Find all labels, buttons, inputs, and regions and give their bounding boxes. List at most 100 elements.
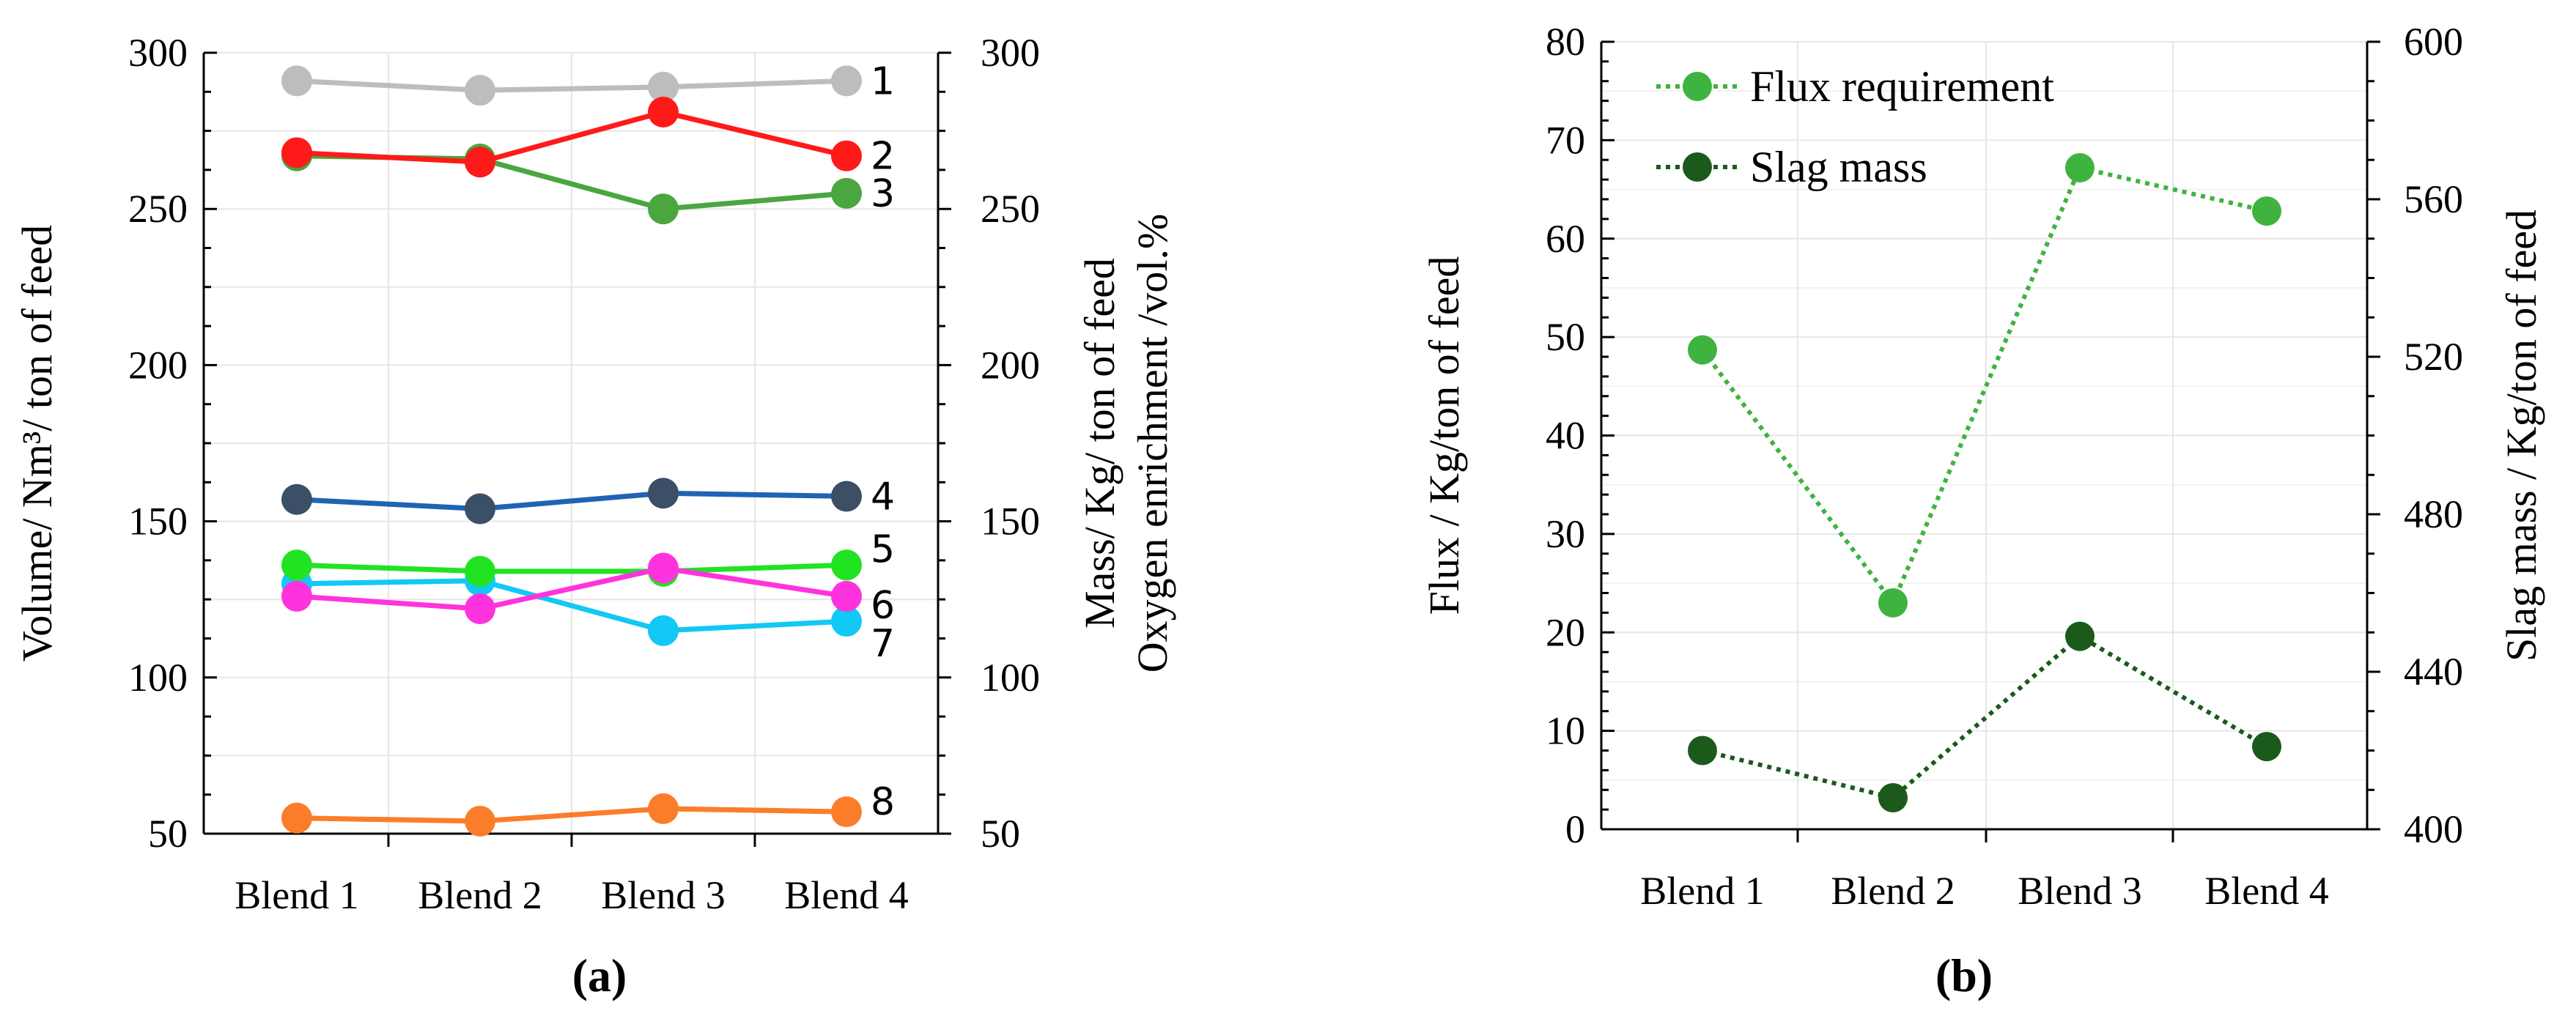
data-point-series-4 [648, 478, 679, 509]
y-tick-label-left: 20 [1546, 610, 1585, 654]
x-tick-label: Blend 1 [1640, 869, 1765, 913]
data-point-series-7 [831, 606, 862, 637]
data-point-series-8 [281, 802, 312, 834]
y-axis-label-right: Slag mass / Kg/ton of feed [2498, 210, 2545, 662]
y-tick-label-left: 0 [1565, 807, 1585, 851]
data-point-flux [1688, 335, 1717, 365]
data-point-series-8 [465, 805, 495, 837]
data-point-series-7 [648, 615, 679, 646]
y-tick-label-left: 100 [128, 656, 188, 700]
series-label-6: 6 [871, 584, 895, 628]
data-point-series-5 [831, 549, 862, 581]
data-point-series-8 [831, 796, 862, 828]
y-tick-label-left: 200 [128, 343, 188, 387]
series-label-4: 4 [871, 475, 895, 519]
data-point-flux [2252, 196, 2281, 226]
series-line-7 [296, 578, 847, 634]
y-tick-label-left: 250 [128, 187, 188, 231]
data-point-series-1 [831, 65, 862, 97]
caption-a: (a) [572, 949, 627, 1001]
y-tick-label-right: 150 [981, 500, 1040, 544]
x-tick-label: Blend 1 [235, 873, 359, 917]
chart-a: 50 50 100 100 150 150 200 200 250 250 300 300 Blend … [13, 31, 1176, 1001]
data-point-flux [2065, 153, 2095, 182]
y-axis-label-left: Volume/ Nm³/ ton of feed [13, 225, 61, 662]
data-point-series-3 [831, 177, 862, 209]
series-line-5 [296, 562, 847, 574]
data-point-series-4 [831, 481, 862, 512]
data-point-series-5 [465, 555, 495, 587]
series-line-slag [1702, 633, 2268, 801]
series-label-5: 5 [871, 527, 895, 571]
y-tick-label-left: 60 [1546, 217, 1585, 261]
y-tick-label-left: 10 [1546, 709, 1585, 753]
x-tick-label: Blend 4 [2204, 869, 2329, 913]
data-point-series-2 [648, 97, 679, 128]
series-label-1: 1 [871, 59, 895, 103]
y-tick-label-left: 50 [1546, 315, 1585, 359]
data-point-series-1 [281, 65, 312, 97]
data-point-series-6 [831, 580, 862, 612]
y-tick-label-right: 300 [981, 31, 1040, 75]
series-line-1 [296, 78, 847, 93]
y-tick-label-left: 300 [128, 31, 188, 75]
y-tick-label-left: 80 [1546, 20, 1585, 64]
y-tick-label-right: 250 [981, 187, 1040, 231]
x-tick-label: Blend 3 [2018, 869, 2142, 913]
y-tick-label-right: 440 [2404, 650, 2463, 694]
x-tick-label: Blend 4 [784, 873, 909, 917]
data-point-series-6 [648, 552, 679, 584]
data-point-series-1 [465, 75, 495, 106]
y-axis-label-right-1: Mass/ Kg/ ton of feed [1076, 258, 1123, 629]
data-point-series-4 [281, 483, 312, 515]
y-axis-label-left: Flux / Kg/ton of feed [1420, 256, 1468, 615]
series-line-6 [296, 566, 847, 612]
data-point-series-8 [648, 793, 679, 824]
x-tick-label: Blend 2 [1831, 869, 1955, 913]
y-tick-label-right: 400 [2404, 807, 2463, 851]
data-point-series-2 [281, 137, 312, 168]
data-point-series-2 [831, 140, 862, 171]
y-tick-label-right: 520 [2404, 335, 2463, 379]
data-point-slag [1878, 783, 1908, 812]
data-point-series-6 [465, 593, 495, 624]
data-point-series-5 [281, 549, 312, 581]
series-label-7: 7 [871, 622, 895, 666]
series-line-4 [296, 490, 847, 512]
legend-marker [1683, 72, 1712, 101]
data-point-series-6 [281, 580, 312, 612]
y-tick-label-left: 50 [148, 812, 188, 856]
caption-b: (b) [1935, 949, 1993, 1001]
x-tick-label: Blend 3 [601, 873, 726, 917]
legend-marker [1683, 152, 1712, 182]
series-line-flux [1700, 165, 2267, 607]
y-tick-label-right: 600 [2404, 20, 2463, 64]
y-tick-label-right: 50 [981, 812, 1020, 856]
data-point-series-3 [648, 193, 679, 225]
data-point-series-1 [648, 71, 679, 103]
series-label-8: 8 [871, 780, 895, 824]
y-tick-label-right: 480 [2404, 492, 2463, 536]
y-tick-label-left: 70 [1546, 118, 1585, 162]
y-tick-label-right: 560 [2404, 177, 2463, 221]
data-point-slag [2252, 732, 2281, 762]
data-point-series-4 [465, 493, 495, 525]
series-label-3: 3 [871, 172, 895, 216]
legend-label: Flux requirement [1750, 62, 2054, 111]
series-line-2 [296, 109, 847, 165]
y-tick-label-left: 40 [1546, 414, 1585, 458]
x-tick-label: Blend 2 [418, 873, 542, 917]
legend-label: Slag mass [1750, 143, 1927, 191]
y-tick-label-left: 30 [1546, 512, 1585, 556]
y-tick-label-right: 100 [981, 656, 1040, 700]
data-point-series-2 [465, 147, 495, 178]
series-label-2: 2 [871, 135, 895, 179]
chart-b: 0 10 20 30 40 50 60 70 80 400 440 480 520 560 600 Blend… [1420, 20, 2545, 1001]
y-axis-label-right-2: Oxygen enrichment /vol.% [1129, 214, 1176, 673]
y-tick-label-left: 150 [128, 500, 188, 544]
data-point-slag [1688, 735, 1717, 766]
data-point-slag [2065, 621, 2095, 651]
y-tick-label-right: 200 [981, 343, 1040, 387]
series-line-8 [296, 806, 847, 824]
